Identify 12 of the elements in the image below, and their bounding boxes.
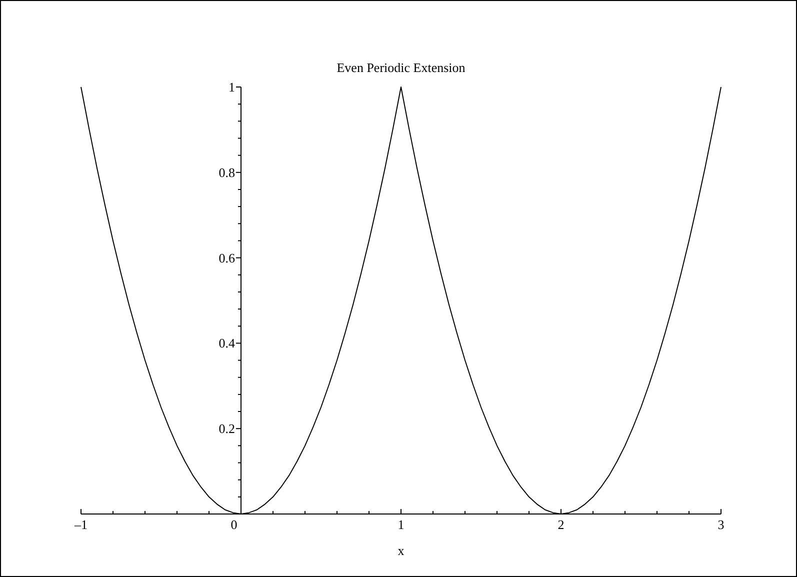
x-tick-label: –1 bbox=[74, 517, 88, 532]
y-tick-label: 1 bbox=[228, 80, 235, 94]
x-tick-label: 0 bbox=[230, 517, 238, 532]
x-tick-label: 1 bbox=[398, 517, 404, 532]
x-tick-label: 2 bbox=[558, 517, 564, 532]
chart-title: Even Periodic Extension bbox=[336, 60, 466, 75]
x-tick-label: 3 bbox=[718, 517, 724, 532]
y-tick-label: 0.8 bbox=[218, 164, 235, 180]
x-axis-title: x bbox=[398, 543, 405, 558]
y-tick-label: 0.2 bbox=[218, 421, 235, 436]
y-tick-label: 0.4 bbox=[218, 336, 236, 351]
y-tick-label: 0.6 bbox=[218, 250, 236, 266]
